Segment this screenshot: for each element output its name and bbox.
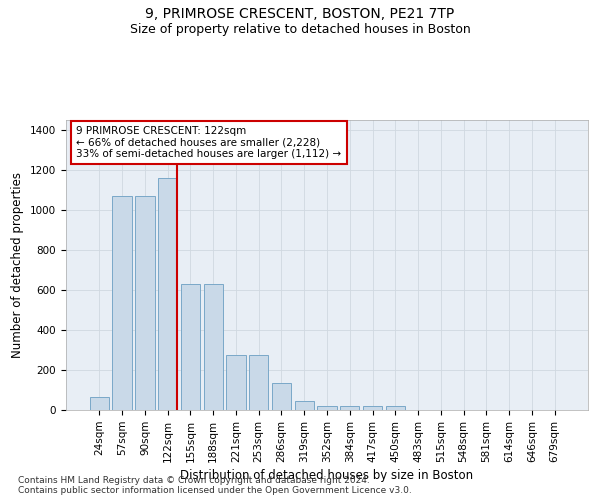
Text: 9 PRIMROSE CRESCENT: 122sqm
← 66% of detached houses are smaller (2,228)
33% of : 9 PRIMROSE CRESCENT: 122sqm ← 66% of det… (76, 126, 341, 159)
Bar (226, 355, 245, 410)
Bar (272, 383, 291, 410)
Text: Contains HM Land Registry data © Crown copyright and database right 2024.
Contai: Contains HM Land Registry data © Crown c… (18, 476, 412, 495)
Bar (203, 284, 223, 410)
Bar (249, 355, 268, 410)
Bar (317, 406, 337, 410)
Text: Size of property relative to detached houses in Boston: Size of property relative to detached ho… (130, 22, 470, 36)
Bar (90, 398, 109, 410)
Bar (340, 406, 359, 410)
Bar (181, 284, 200, 410)
Y-axis label: Number of detached properties: Number of detached properties (11, 172, 25, 358)
Bar (112, 196, 132, 410)
X-axis label: Distribution of detached houses by size in Boston: Distribution of detached houses by size … (181, 469, 473, 482)
Bar (135, 196, 155, 410)
Bar (386, 406, 405, 410)
Bar (363, 406, 382, 410)
Bar (295, 401, 314, 410)
Text: 9, PRIMROSE CRESCENT, BOSTON, PE21 7TP: 9, PRIMROSE CRESCENT, BOSTON, PE21 7TP (145, 8, 455, 22)
Bar (158, 178, 178, 410)
